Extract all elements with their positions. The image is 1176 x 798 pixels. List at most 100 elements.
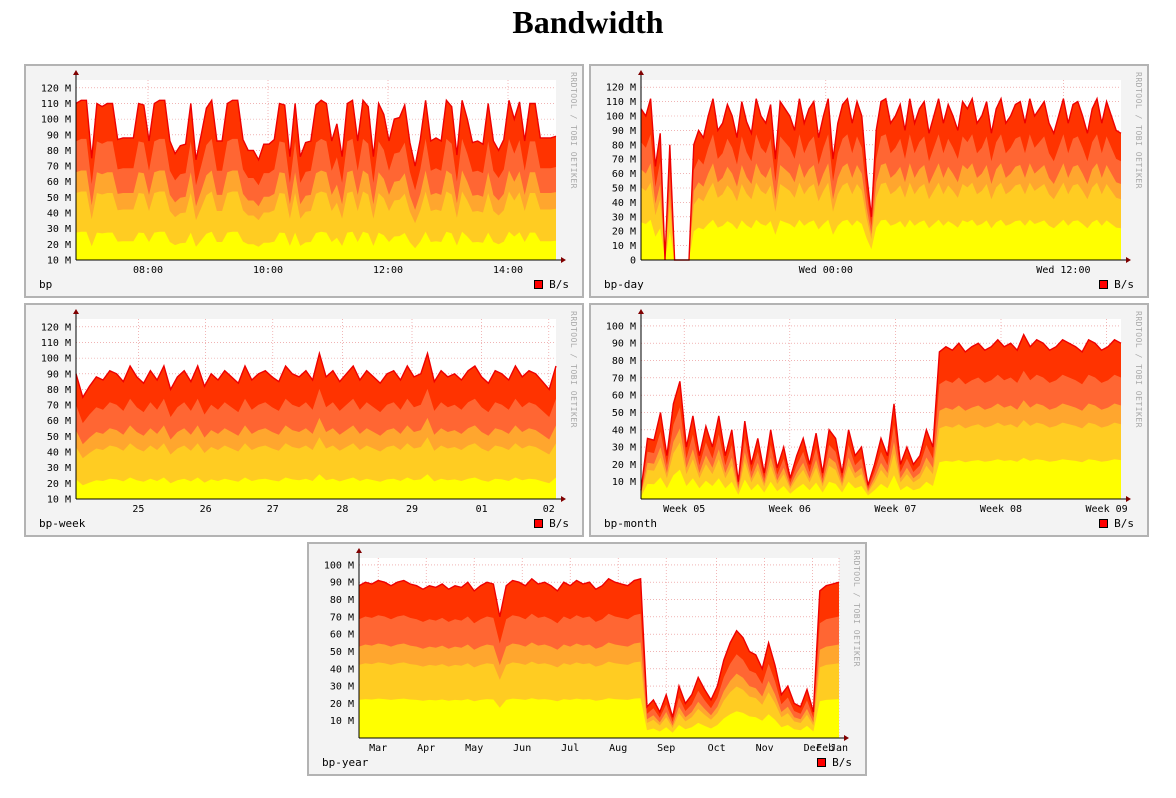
y-tick-label: 90 M: [612, 339, 636, 350]
y-tick-label: 80 M: [47, 385, 71, 396]
area-band-4: [359, 698, 839, 738]
x-tick-label: Jan: [830, 743, 848, 754]
x-tick-label: Wed 00:00: [799, 265, 853, 276]
x-tick-label: Week 05: [663, 504, 705, 515]
y-tick-label: 0: [630, 256, 636, 267]
y-tick-label: 100 M: [324, 560, 354, 571]
y-tick-label: 40 M: [612, 198, 636, 209]
x-tick-label: 28: [336, 504, 348, 515]
series-line: [75, 98, 557, 167]
legend-label: B/s: [1114, 278, 1134, 291]
graph-name: bp-week: [39, 517, 86, 530]
x-tick-label: 14:00: [493, 265, 523, 276]
x-tick-label: 12:00: [373, 265, 403, 276]
x-tick-label: Week 09: [1086, 504, 1128, 515]
y-tick-label: 40 M: [612, 425, 636, 436]
x-tick-label: Week 07: [874, 504, 916, 515]
y-tick-label: 60 M: [612, 391, 636, 402]
y-tick-label: 50 M: [612, 184, 636, 195]
graph-bp: 10 M 20 M 30 M 40 M 50 M 60 M 70 M 80 M 90 M 100 …: [24, 64, 584, 298]
y-tick-label: 30 M: [612, 443, 636, 454]
y-tick-label: 30 M: [612, 212, 636, 223]
area-band-4: [76, 231, 556, 260]
y-tick-label: 50 M: [47, 193, 71, 204]
y-tick-label: 20 M: [612, 227, 636, 238]
y-tick-label: 10 M: [330, 716, 354, 727]
x-axis-arrow: [1126, 496, 1131, 502]
page-title: Bandwidth: [512, 4, 664, 40]
legend-label: B/s: [1114, 517, 1134, 530]
y-tick-label: 120 M: [606, 83, 636, 94]
y-tick-label: 20 M: [612, 460, 636, 471]
y-tick-label: 20 M: [47, 479, 71, 490]
rrdtool-watermark: RRDTOOL / TOBI OETIKER: [852, 550, 861, 667]
x-tick-label: 10:00: [253, 265, 283, 276]
y-tick-label: 20 M: [330, 699, 354, 710]
y-tick-label: 70 M: [330, 612, 354, 623]
y-axis-arrow: [73, 309, 79, 314]
y-tick-label: 100 M: [606, 321, 636, 332]
x-tick-label: 08:00: [133, 265, 163, 276]
y-tick-label: 70 M: [612, 155, 636, 166]
y-tick-label: 30 M: [47, 224, 71, 235]
x-tick-label: Oct: [708, 743, 726, 754]
y-tick-label: 110 M: [606, 97, 636, 108]
chart-bp: 10 M 20 M 30 M 40 M 50 M 60 M 70 M 80 M 90 M 100 …: [41, 70, 566, 276]
y-tick-label: 60 M: [47, 416, 71, 427]
y-tick-label: 120 M: [41, 83, 71, 94]
x-tick-label: Jun: [513, 743, 531, 754]
rrdtool-watermark: RRDTOOL / TOBI OETIKER: [1134, 311, 1143, 428]
legend-swatch: [534, 280, 544, 289]
rrdtool-watermark: RRDTOOL / TOBI OETIKER: [1134, 72, 1143, 189]
x-tick-label: 01: [476, 504, 488, 515]
legend-swatch: [1099, 280, 1109, 289]
y-tick-label: 60 M: [47, 177, 71, 188]
y-tick-label: 40 M: [47, 448, 71, 459]
y-tick-label: 90 M: [612, 126, 636, 137]
y-tick-label: 10 M: [47, 256, 71, 267]
y-tick-label: 100 M: [41, 115, 71, 126]
legend: B/s: [534, 517, 569, 530]
graph-bp-week: 10 M 20 M 30 M 40 M 50 M 60 M 70 M 80 M 90 M 100 …: [24, 303, 584, 537]
y-tick-label: 50 M: [47, 432, 71, 443]
y-tick-label: 100 M: [606, 112, 636, 123]
x-tick-label: 25: [132, 504, 144, 515]
y-tick-label: 40 M: [330, 664, 354, 675]
x-tick-label: May: [465, 743, 483, 754]
series-line: [640, 332, 1122, 491]
rrdtool-watermark: RRDTOOL / TOBI OETIKER: [569, 72, 578, 189]
y-tick-label: 40 M: [47, 209, 71, 220]
x-tick-label: Nov: [756, 743, 774, 754]
chart-bp-month: 10 M 20 M 30 M 40 M 50 M 60 M 70 M 80 M 90 M 100 …: [606, 309, 1131, 515]
y-tick-label: 10 M: [612, 477, 636, 488]
legend: B/s: [1099, 278, 1134, 291]
graph-bp-day: 0 10 M 20 M 30 M 40 M 50 M 60 M 70 M 80 M 90 M 100…: [589, 64, 1149, 298]
legend: B/s: [534, 278, 569, 291]
area-band-4: [641, 219, 1121, 260]
x-tick-label: 26: [200, 504, 212, 515]
graph-name: bp: [39, 278, 53, 291]
y-tick-label: 90 M: [330, 578, 354, 589]
y-tick-label: 120 M: [41, 322, 71, 333]
legend: B/s: [1099, 517, 1134, 530]
x-tick-label: 02: [543, 504, 555, 515]
y-tick-label: 60 M: [330, 630, 354, 641]
chart-bp-year: 10 M 20 M 30 M 40 M 50 M 60 M 70 M 80 M 90 M 100 …: [324, 548, 849, 754]
legend-label: B/s: [832, 756, 852, 769]
x-tick-label: Apr: [417, 743, 435, 754]
y-tick-label: 110 M: [41, 338, 71, 349]
y-tick-label: 60 M: [612, 169, 636, 180]
x-tick-label: Mar: [369, 743, 387, 754]
x-axis-arrow: [1126, 257, 1131, 263]
x-axis-arrow: [561, 257, 566, 263]
area-band-4: [76, 474, 556, 499]
y-tick-label: 80 M: [612, 140, 636, 151]
x-axis-arrow: [561, 496, 566, 502]
y-tick-label: 50 M: [330, 647, 354, 658]
chart-bp-day: 0 10 M 20 M 30 M 40 M 50 M 60 M 70 M 80 M 90 M 100…: [606, 70, 1131, 276]
y-tick-label: 70 M: [612, 373, 636, 384]
series-line: [640, 96, 1122, 261]
y-tick-label: 70 M: [47, 401, 71, 412]
x-tick-label: Feb: [816, 743, 834, 754]
y-tick-label: 30 M: [47, 463, 71, 474]
